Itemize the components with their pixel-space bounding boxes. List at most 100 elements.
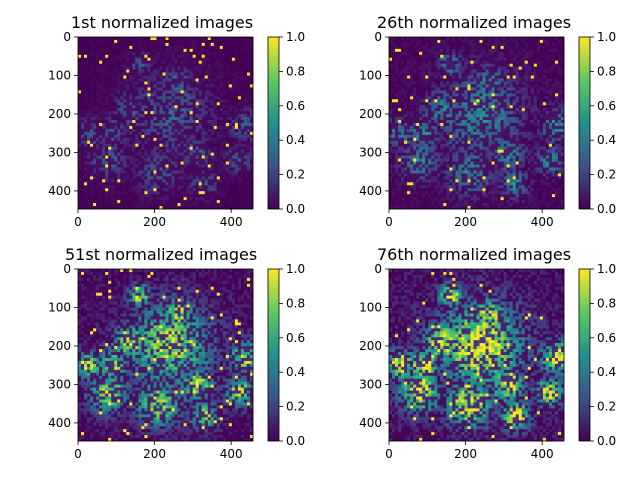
heatmap-cell	[105, 99, 109, 103]
heatmap-cell	[530, 66, 535, 70]
heatmap-cell	[195, 93, 199, 97]
heatmap-cell	[407, 57, 411, 62]
heatmap-cell	[78, 69, 82, 73]
heatmap-cell	[440, 72, 444, 76]
heatmap-cell	[90, 140, 94, 145]
heatmap-cell	[545, 63, 550, 67]
heatmap-cell	[189, 37, 193, 41]
heatmap-cell	[485, 114, 489, 118]
heatmap-cell	[108, 69, 112, 73]
heatmap-cell	[428, 60, 432, 64]
heatmap-cell	[222, 75, 227, 79]
heatmap-cell	[156, 131, 160, 136]
heatmap-cell	[132, 200, 136, 204]
heatmap-cell	[213, 90, 218, 94]
heatmap-cell	[147, 120, 151, 124]
heatmap-cell	[108, 188, 112, 192]
heatmap-cell	[87, 87, 91, 91]
heatmap-cell	[461, 99, 465, 103]
heatmap-cell	[207, 131, 212, 136]
heatmap-cell	[461, 102, 465, 106]
heatmap-cell	[180, 170, 184, 174]
heatmap-cell	[156, 158, 160, 162]
heatmap-cell	[132, 63, 136, 67]
heatmap-cell	[123, 51, 127, 56]
heatmap-cell	[162, 114, 166, 118]
heatmap-cell	[216, 170, 221, 174]
heatmap-cell	[198, 37, 203, 41]
heatmap-cell	[90, 84, 94, 88]
heatmap-cell	[84, 120, 88, 124]
heatmap-cell	[198, 111, 203, 115]
heatmap-cell	[512, 87, 517, 91]
heatmap-cell	[443, 72, 447, 76]
heatmap-cell	[470, 51, 474, 56]
heatmap-cell	[174, 146, 178, 150]
heatmap-cell	[102, 75, 106, 79]
heatmap-cell	[392, 117, 396, 121]
heatmap-cell	[108, 125, 112, 130]
heatmap-cell	[81, 167, 85, 171]
heatmap-cell	[114, 75, 118, 79]
heatmap-cell	[455, 48, 459, 53]
heatmap-cell	[228, 173, 233, 177]
heatmap-cell	[96, 90, 100, 94]
heatmap-cell	[467, 105, 471, 109]
heatmap-cell	[461, 108, 465, 112]
heatmap-cell	[96, 108, 100, 112]
heatmap-cell	[407, 90, 411, 94]
heatmap-cell	[93, 182, 97, 186]
heatmap-cell	[192, 51, 196, 56]
heatmap-cell	[108, 42, 112, 47]
heatmap-cell	[189, 69, 193, 73]
heatmap-cell	[186, 128, 190, 133]
heatmap-cell	[126, 134, 130, 139]
heatmap-cell	[102, 111, 106, 115]
heatmap-cell	[509, 78, 514, 82]
heatmap-cell	[476, 66, 480, 70]
heatmap-cell	[410, 93, 414, 97]
heatmap-cell	[141, 66, 145, 70]
heatmap-cell	[401, 105, 405, 109]
heatmap-cell	[228, 149, 233, 153]
heatmap-cell	[114, 90, 118, 94]
heatmap-cell	[506, 69, 510, 73]
heatmap-cell	[111, 102, 115, 106]
heatmap-cell	[237, 42, 242, 47]
heatmap-cell	[470, 60, 474, 64]
heatmap-cell	[551, 84, 556, 88]
heatmap-cell	[141, 63, 145, 67]
heatmap-cell	[93, 81, 97, 85]
heatmap-cell	[123, 87, 127, 91]
heatmap-cell	[243, 182, 248, 186]
heatmap-cell	[548, 78, 553, 82]
heatmap-cell	[219, 125, 224, 130]
heatmap-cell	[108, 93, 112, 97]
heatmap-cell	[527, 87, 532, 91]
heatmap-cell	[174, 99, 178, 103]
heatmap-cell	[225, 37, 230, 41]
heatmap-cell	[201, 87, 206, 91]
heatmap-cell	[503, 54, 507, 59]
heatmap-cell	[78, 51, 82, 56]
heatmap-cell	[126, 143, 130, 148]
heatmap-cell	[195, 75, 199, 79]
heatmap-cell	[485, 75, 489, 79]
heatmap-cell	[78, 114, 82, 118]
heatmap-cell	[90, 143, 94, 148]
heatmap-cell	[111, 164, 115, 168]
heatmap-cell	[416, 108, 420, 112]
heatmap-cell	[243, 206, 248, 210]
heatmap-cell	[503, 84, 507, 88]
heatmap-cell	[443, 84, 447, 88]
heatmap-cell	[437, 117, 441, 121]
heatmap-cell	[150, 191, 154, 195]
heatmap-cell	[150, 194, 154, 198]
heatmap-cell	[201, 105, 206, 109]
heatmap-cell	[204, 90, 209, 94]
heatmap-cell	[87, 57, 91, 62]
heatmap-cell	[446, 102, 450, 106]
heatmap-cell	[192, 123, 196, 127]
heatmap-cell	[114, 197, 118, 201]
heatmap-cell	[237, 185, 242, 189]
